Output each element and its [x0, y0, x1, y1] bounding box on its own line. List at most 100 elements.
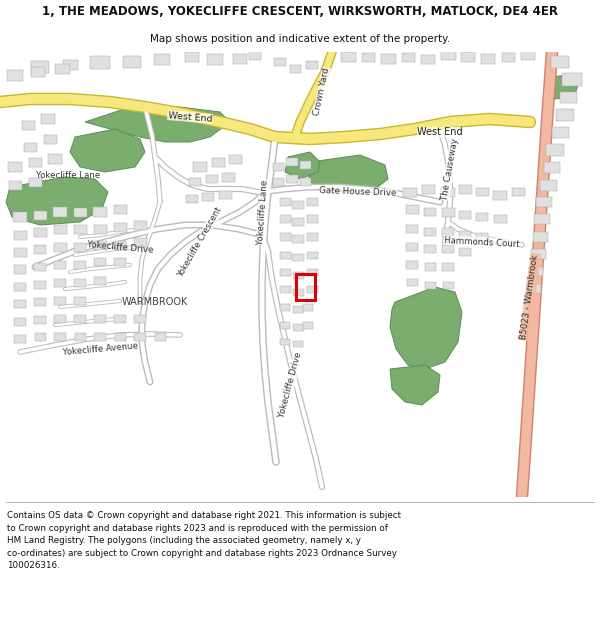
Bar — [31, 67, 45, 77]
Bar — [55, 64, 70, 74]
Bar — [406, 243, 418, 251]
Bar — [62, 60, 77, 70]
Bar — [442, 263, 454, 271]
Bar — [458, 184, 472, 194]
Bar — [481, 54, 495, 64]
Text: B5023 - Warmbrook: B5023 - Warmbrook — [520, 254, 541, 340]
Bar — [299, 161, 311, 169]
Bar — [14, 231, 26, 239]
Bar — [407, 279, 418, 286]
Bar — [527, 284, 541, 292]
Bar — [14, 248, 26, 256]
Text: Yokecliffe Drive: Yokecliffe Drive — [277, 351, 303, 419]
Bar — [306, 61, 318, 69]
Bar — [29, 177, 41, 186]
Text: Contains OS data © Crown copyright and database right 2021. This information is : Contains OS data © Crown copyright and d… — [7, 511, 401, 570]
Text: Yokecliffe Lane: Yokecliffe Lane — [36, 171, 100, 179]
Bar — [280, 304, 290, 311]
Bar — [34, 281, 46, 289]
Text: Yokecliffe Crescent: Yokecliffe Crescent — [176, 206, 224, 279]
Bar — [292, 201, 304, 209]
Bar — [299, 178, 311, 186]
Bar — [8, 181, 22, 189]
Bar — [280, 198, 290, 206]
Bar — [94, 333, 106, 341]
Bar — [155, 333, 166, 341]
Bar — [74, 297, 86, 305]
Bar — [502, 52, 515, 61]
Bar — [272, 178, 284, 186]
Bar — [292, 254, 304, 261]
Bar — [133, 221, 146, 229]
Bar — [421, 184, 434, 194]
Bar — [534, 214, 550, 224]
Text: Yokecliffe Avenue: Yokecliffe Avenue — [62, 341, 138, 357]
Bar — [74, 224, 86, 234]
Bar — [551, 126, 569, 138]
Bar — [221, 173, 235, 181]
Bar — [286, 175, 298, 183]
Bar — [406, 225, 418, 233]
Bar — [307, 286, 317, 292]
Bar — [459, 231, 471, 239]
Bar — [134, 315, 146, 323]
Bar — [280, 215, 290, 223]
Bar — [551, 56, 569, 68]
Text: The Causeway: The Causeway — [440, 138, 460, 201]
Bar — [22, 121, 35, 129]
Bar — [293, 271, 304, 279]
Bar — [533, 232, 548, 242]
Bar — [13, 212, 27, 222]
Bar — [442, 228, 454, 236]
Bar — [442, 208, 455, 216]
Bar — [424, 208, 436, 216]
Bar — [425, 281, 436, 289]
Bar — [536, 197, 552, 207]
Polygon shape — [390, 287, 462, 369]
Bar — [113, 222, 127, 231]
Bar — [54, 279, 66, 287]
Bar — [307, 251, 317, 259]
Bar — [476, 213, 488, 221]
Bar — [154, 54, 170, 64]
Bar — [54, 297, 66, 305]
Polygon shape — [70, 129, 145, 172]
Bar — [207, 54, 223, 64]
Bar — [421, 54, 435, 64]
Bar — [53, 242, 67, 251]
Bar — [44, 134, 56, 144]
Bar — [74, 242, 86, 251]
Bar — [280, 321, 290, 329]
Bar — [23, 142, 37, 151]
Bar — [34, 211, 47, 219]
Bar — [202, 193, 214, 201]
Bar — [425, 263, 436, 271]
Polygon shape — [6, 177, 108, 225]
Bar — [14, 264, 26, 274]
Bar — [401, 52, 415, 61]
Bar — [493, 215, 506, 223]
Bar — [133, 238, 146, 246]
Bar — [249, 51, 261, 59]
Bar — [218, 191, 232, 199]
Text: 1, THE MEADOWS, YOKECLIFFE CRESCENT, WIRKSWORTH, MATLOCK, DE4 4ER: 1, THE MEADOWS, YOKECLIFFE CRESCENT, WIR… — [42, 5, 558, 18]
Bar — [74, 279, 86, 287]
Polygon shape — [545, 75, 578, 99]
Bar — [48, 154, 62, 164]
Bar — [441, 188, 455, 196]
Bar — [94, 241, 107, 249]
Text: West End: West End — [417, 127, 463, 137]
Bar — [34, 316, 46, 324]
Bar — [35, 333, 46, 341]
Bar — [286, 158, 298, 166]
Bar — [272, 163, 284, 171]
Bar — [290, 65, 301, 73]
Bar — [546, 144, 564, 156]
Bar — [34, 298, 46, 306]
Bar — [442, 245, 454, 253]
Bar — [361, 52, 374, 61]
Bar — [189, 178, 201, 186]
Bar — [406, 204, 419, 214]
Bar — [34, 263, 46, 271]
Bar — [424, 228, 436, 236]
